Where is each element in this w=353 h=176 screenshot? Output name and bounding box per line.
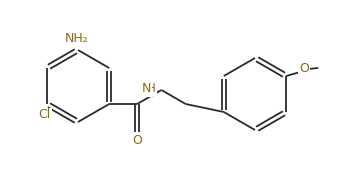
Text: H: H [147, 83, 156, 96]
Text: O: O [299, 62, 309, 76]
Text: Cl: Cl [39, 108, 51, 121]
Text: NH₂: NH₂ [65, 33, 89, 46]
Text: O: O [132, 134, 142, 147]
Text: N: N [142, 83, 151, 96]
